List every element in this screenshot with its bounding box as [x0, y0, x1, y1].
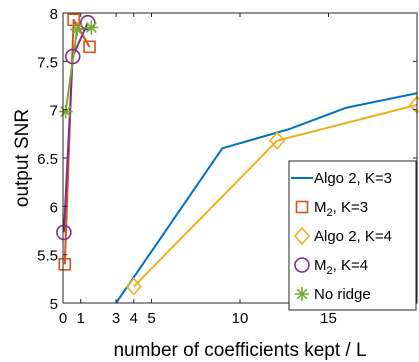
marker-layer — [56, 13, 419, 296]
x-axis-label: number of coefficients kept / L — [113, 340, 366, 361]
data-point-4-1 — [56, 224, 72, 241]
x-tick-label: 1 — [77, 310, 85, 327]
data-point-2-1 — [58, 258, 72, 271]
x-tick-label: 5 — [147, 310, 155, 327]
y-tick-label: 5 — [50, 296, 58, 313]
data-point-4-3 — [79, 14, 96, 31]
series-line-3 — [133, 103, 417, 288]
x-tick-label: 15 — [320, 310, 337, 327]
x-tick-label: 10 — [232, 310, 249, 327]
x-tick-label: 4 — [130, 310, 138, 327]
legend-swatch-2 — [295, 200, 309, 214]
data-point-5-3 — [84, 20, 99, 35]
y-tick-label: 7.5 — [37, 54, 58, 71]
legend-swatch-5 — [295, 287, 309, 301]
legend-swatch-4 — [294, 257, 310, 273]
y-tick-label: 5.5 — [37, 248, 58, 265]
x-tick-label: 3 — [112, 310, 120, 327]
series-line-2 — [63, 18, 91, 265]
legend-label-3: Algo 2, K=4 — [314, 228, 392, 245]
x-tick-label: 0 — [59, 310, 67, 327]
data-point-3-2 — [269, 131, 286, 150]
legend-label-5: No ridge — [314, 286, 371, 303]
series-line-1 — [115, 92, 417, 303]
y-tick-label: 6 — [50, 199, 58, 216]
data-point-4-2 — [64, 48, 81, 65]
legend-label-1: Algo 2, K=3 — [314, 170, 392, 187]
legend-swatch-3 — [293, 226, 311, 246]
data-point-5-2 — [70, 22, 85, 37]
legend: Algo 2, K=3 M2, K=3 Algo 2, K=4 M2, K=4 No r… — [288, 160, 417, 311]
legend-label-2: M2, K=3 — [314, 199, 368, 219]
series-layer — [63, 18, 417, 303]
y-tick-label: 7 — [50, 103, 58, 120]
data-point-5-1 — [58, 104, 73, 119]
legend-label-4: M2, K=4 — [314, 257, 368, 277]
y-tick-label: 6.5 — [37, 151, 58, 168]
data-point-2-3 — [83, 40, 96, 54]
data-point-3-1 — [125, 277, 142, 296]
legend-box — [288, 160, 417, 311]
y-tick-label: 8 — [50, 6, 58, 23]
y-axis-label: output SNR — [12, 109, 33, 207]
